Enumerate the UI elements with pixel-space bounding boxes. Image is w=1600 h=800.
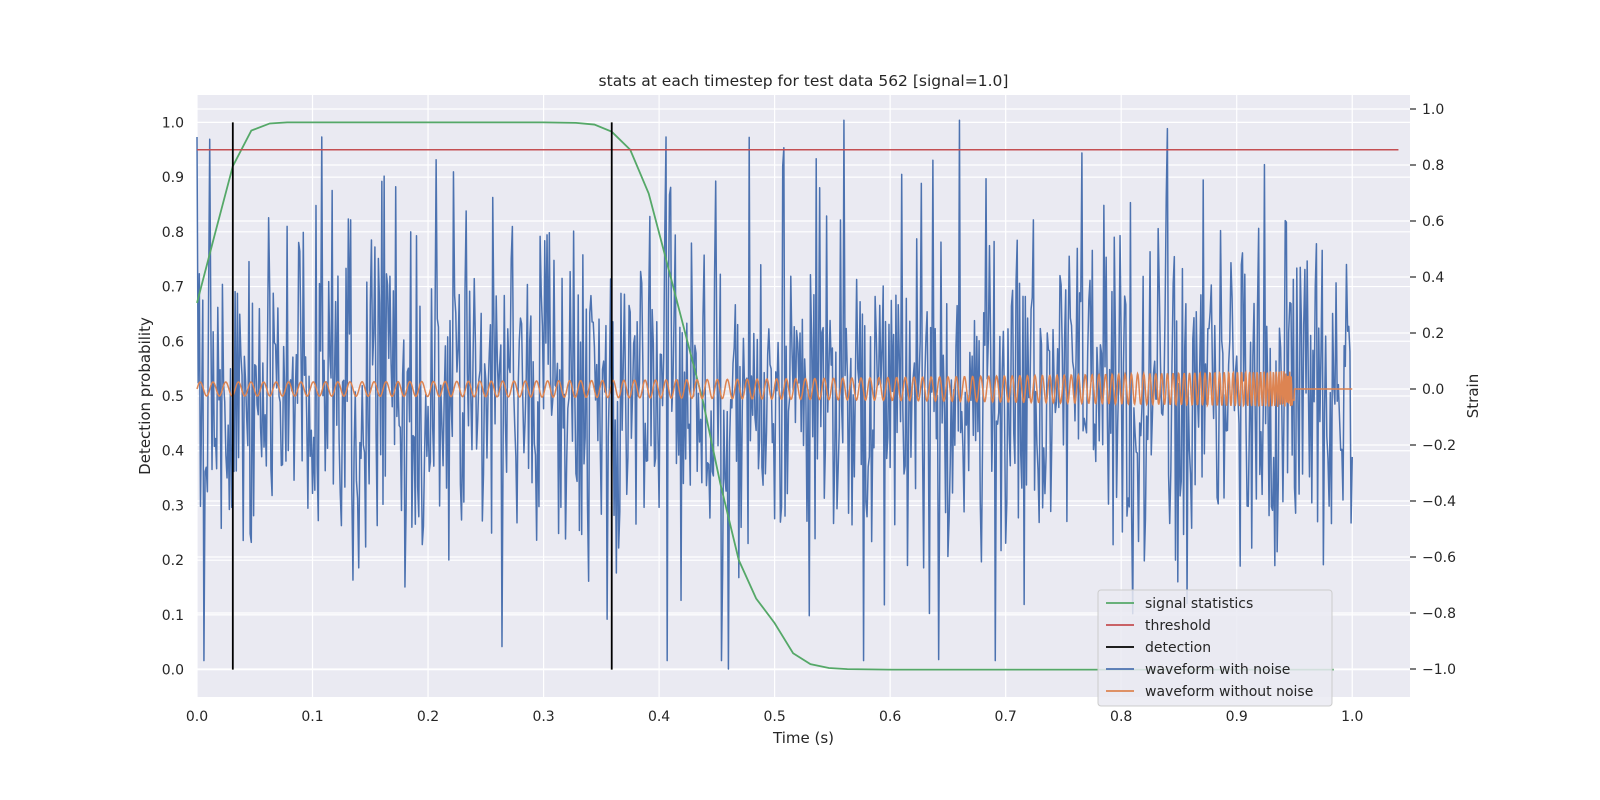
y-tick-label: 0.8 bbox=[162, 225, 184, 241]
x-tick-label: 0.5 bbox=[763, 709, 785, 725]
legend: signal statistics threshold detection wavef… bbox=[1097, 589, 1333, 707]
y-tick-label: 0.9 bbox=[162, 170, 184, 186]
y2-tick-label: 0.6 bbox=[1422, 214, 1444, 230]
x-tick-label: 0.3 bbox=[532, 709, 554, 725]
x-axis-title: Time (s) bbox=[772, 729, 834, 747]
series-waveform-with-noise bbox=[196, 119, 1353, 670]
y2-tick-label: −1.0 bbox=[1422, 662, 1456, 678]
x-axis: 0.0 0.1 0.2 0.3 0.4 0.5 0.6 0.7 0.8 0.9 1.0 bbox=[186, 709, 1364, 725]
legend-label: threshold bbox=[1145, 618, 1211, 634]
series-waveform-without-noise bbox=[196, 369, 1353, 408]
y-axis-title: Detection probability bbox=[136, 317, 154, 475]
legend-box bbox=[1097, 589, 1333, 707]
y-tick-label: 0.6 bbox=[162, 334, 184, 350]
y2-axis-title: Strain bbox=[1464, 374, 1482, 418]
y-tick-label: 0.3 bbox=[162, 498, 184, 514]
y2-tick-label: 0.2 bbox=[1422, 326, 1444, 342]
y2-tick-label: −0.6 bbox=[1422, 550, 1456, 566]
x-tick-label: 1.0 bbox=[1341, 709, 1363, 725]
x-tick-label: 0.7 bbox=[995, 709, 1017, 725]
x-tick-label: 0.2 bbox=[417, 709, 439, 725]
legend-label: detection bbox=[1145, 640, 1211, 656]
x-tick-label: 0.0 bbox=[186, 709, 208, 725]
x-tick-label: 0.1 bbox=[301, 709, 323, 725]
legend-label: waveform with noise bbox=[1145, 662, 1290, 678]
y-axis-left: 0.0 0.1 0.2 0.3 0.4 0.5 0.6 0.7 0.8 0.9 1.0 bbox=[162, 115, 184, 678]
y2-tick-label: 1.0 bbox=[1422, 102, 1444, 118]
y2-tick-label: −0.8 bbox=[1422, 606, 1456, 622]
y2-tick-label: 0.4 bbox=[1422, 270, 1444, 286]
x-tick-label: 0.4 bbox=[648, 709, 670, 725]
y-tick-label: 0.0 bbox=[162, 663, 184, 679]
x-tick-label: 0.8 bbox=[1110, 709, 1132, 725]
y2-tick-label: 0.8 bbox=[1422, 158, 1444, 174]
legend-label: waveform without noise bbox=[1145, 684, 1313, 700]
y-tick-label: 1.0 bbox=[162, 115, 184, 131]
y-tick-label: 0.2 bbox=[162, 553, 184, 569]
series-signal-statistics bbox=[196, 121, 1334, 671]
y2-tick-label: −0.2 bbox=[1422, 438, 1456, 454]
y2-tick-label: −0.4 bbox=[1422, 494, 1456, 510]
y-tick-label: 0.5 bbox=[162, 389, 184, 405]
y-axis-right: −1.0 −0.8 −0.6 −0.4 −0.2 0.0 0.2 0.4 0.6 0.8 1.0 bbox=[1410, 102, 1456, 678]
legend-label: signal statistics bbox=[1145, 596, 1253, 612]
y-tick-label: 0.7 bbox=[162, 280, 184, 296]
y-tick-label: 0.4 bbox=[162, 444, 184, 460]
y2-tick-label: 0.0 bbox=[1422, 382, 1444, 398]
series bbox=[196, 119, 1399, 671]
x-tick-label: 0.6 bbox=[879, 709, 901, 725]
x-tick-label: 0.9 bbox=[1226, 709, 1248, 725]
chart-title: stats at each timestep for test data 562… bbox=[599, 72, 1009, 90]
y-tick-label: 0.1 bbox=[162, 608, 184, 624]
